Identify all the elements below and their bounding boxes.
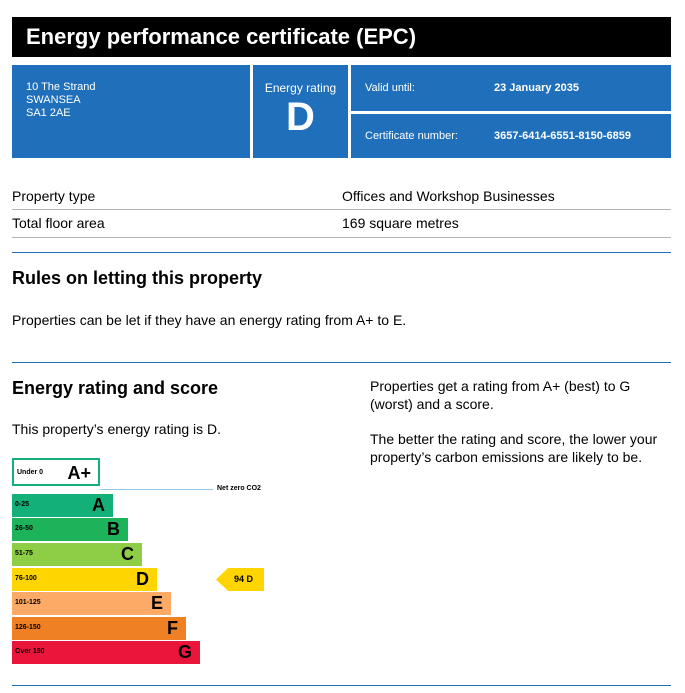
- band-letter: D: [136, 569, 149, 589]
- band-c: 51-75 C: [12, 543, 142, 566]
- band-letter: F: [167, 618, 178, 638]
- property-type-label: Property type: [12, 188, 96, 204]
- band-e: 101-125 E: [12, 592, 171, 615]
- rating-statement: This property’s energy rating is D.: [12, 421, 222, 437]
- net-zero-line: [100, 489, 213, 490]
- band-letter: C: [121, 544, 134, 564]
- band-g: Over 150 G: [12, 641, 200, 664]
- band-b: 26-50 B: [12, 518, 128, 541]
- valid-until-panel: Valid until: 23 January 2035: [351, 65, 671, 111]
- valid-until-value: 23 January 2035: [494, 82, 580, 94]
- divider: [12, 237, 671, 238]
- band-letter: G: [177, 642, 192, 662]
- certificate-number-value: 3657-6414-6551-8150-6859: [494, 130, 632, 142]
- band-range: Over 150: [15, 648, 45, 655]
- section-divider: [12, 685, 671, 686]
- band-range: 51-75: [15, 550, 33, 557]
- current-rating-label: 94 D: [234, 574, 253, 584]
- band-range: 0-25: [15, 501, 30, 508]
- section-divider: [12, 252, 671, 253]
- valid-until-label: Valid until:: [365, 82, 415, 94]
- current-rating-marker: 94 D: [216, 568, 264, 591]
- band-range: 26-50: [15, 525, 33, 532]
- letting-heading: Rules on letting this property: [12, 268, 263, 288]
- floor-area-label: Total floor area: [12, 215, 105, 231]
- property-type-value: Offices and Workshop Businesses: [342, 188, 555, 204]
- rating-info-text-2: The better the rating and score, the low…: [370, 431, 658, 465]
- address-postcode: SA1 2AE: [26, 107, 71, 119]
- address-line-1: 10 The Strand: [26, 81, 96, 93]
- certificate-number-label: Certificate number:: [365, 130, 458, 142]
- energy-rating-label: Energy rating: [264, 81, 337, 95]
- floor-area-row: Total floor area 169 square metres: [12, 215, 671, 231]
- band-letter: A: [92, 495, 105, 515]
- address-panel: 10 The Strand SWANSEA SA1 2AE: [12, 65, 250, 158]
- band-range: 76-100: [15, 575, 37, 582]
- band-a-plus: Under 0 A+: [12, 458, 100, 486]
- band-letter: E: [150, 593, 163, 613]
- energy-rating-letter: D: [286, 95, 315, 139]
- band-f: 126-150 F: [12, 617, 186, 640]
- current-rating-arrow: [216, 568, 264, 591]
- property-type-row: Property type Offices and Workshop Busin…: [12, 188, 671, 204]
- certificate-number-panel: Certificate number: 3657-6414-6551-8150-…: [351, 114, 671, 158]
- net-zero-label: Net zero CO2: [217, 485, 261, 492]
- current-score: 94: [234, 574, 245, 584]
- current-letter: D: [246, 574, 254, 584]
- page-title: Energy performance certificate (EPC): [12, 17, 671, 57]
- divider: [12, 209, 671, 210]
- section-divider: [12, 362, 671, 363]
- band-range: 101-125: [15, 599, 41, 606]
- score-heading: Energy rating and score: [12, 378, 219, 398]
- address-line-2: SWANSEA: [26, 94, 81, 106]
- band-letter: A+: [67, 463, 91, 483]
- floor-area-value: 169 square metres: [342, 215, 459, 231]
- energy-rating-panel: Energy rating D: [253, 65, 348, 158]
- band-letter: B: [107, 519, 120, 539]
- band-a: 0-25 A: [12, 494, 113, 517]
- rating-info-text: Properties get a rating from A+ (best) t…: [370, 378, 631, 412]
- band-range: 126-150: [15, 624, 41, 631]
- letting-text: Properties can be let if they have an en…: [12, 312, 407, 328]
- band-d: 76-100 D: [12, 568, 157, 591]
- band-range: Under 0: [17, 469, 44, 476]
